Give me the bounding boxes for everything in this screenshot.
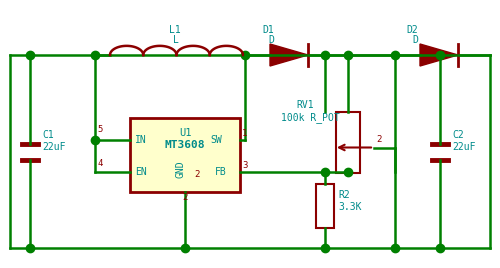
Polygon shape bbox=[420, 44, 458, 66]
Text: 3.3K: 3.3K bbox=[338, 202, 361, 212]
Text: D1: D1 bbox=[262, 25, 274, 35]
Text: EN: EN bbox=[135, 167, 147, 177]
Text: RV1: RV1 bbox=[296, 100, 314, 110]
Text: 100k R_POT: 100k R_POT bbox=[281, 112, 340, 123]
Bar bbox=[316, 184, 334, 228]
Text: 5: 5 bbox=[97, 125, 102, 134]
Text: R2: R2 bbox=[338, 190, 350, 200]
Text: SW: SW bbox=[210, 135, 222, 145]
Text: L1: L1 bbox=[168, 25, 180, 35]
Polygon shape bbox=[270, 44, 308, 66]
Text: 2: 2 bbox=[182, 193, 188, 202]
Text: 3: 3 bbox=[242, 161, 248, 170]
Text: C2: C2 bbox=[452, 129, 464, 140]
Text: MT3608: MT3608 bbox=[165, 140, 205, 150]
Text: 2: 2 bbox=[194, 170, 200, 179]
Text: FB: FB bbox=[215, 167, 227, 177]
Text: 22uF: 22uF bbox=[42, 142, 66, 151]
Text: C1: C1 bbox=[42, 129, 54, 140]
Text: GND: GND bbox=[175, 160, 185, 178]
Text: D: D bbox=[268, 35, 274, 45]
Text: 4: 4 bbox=[97, 159, 102, 168]
Text: 22uF: 22uF bbox=[452, 142, 475, 151]
Text: U1: U1 bbox=[179, 128, 191, 138]
Bar bbox=[336, 112, 360, 173]
Text: D: D bbox=[412, 35, 418, 45]
Text: D2: D2 bbox=[406, 25, 418, 35]
Text: 2: 2 bbox=[376, 135, 382, 143]
Bar bbox=[130, 118, 240, 192]
Text: L: L bbox=[172, 35, 178, 45]
Text: 1: 1 bbox=[242, 129, 248, 138]
Text: IN: IN bbox=[135, 135, 147, 145]
